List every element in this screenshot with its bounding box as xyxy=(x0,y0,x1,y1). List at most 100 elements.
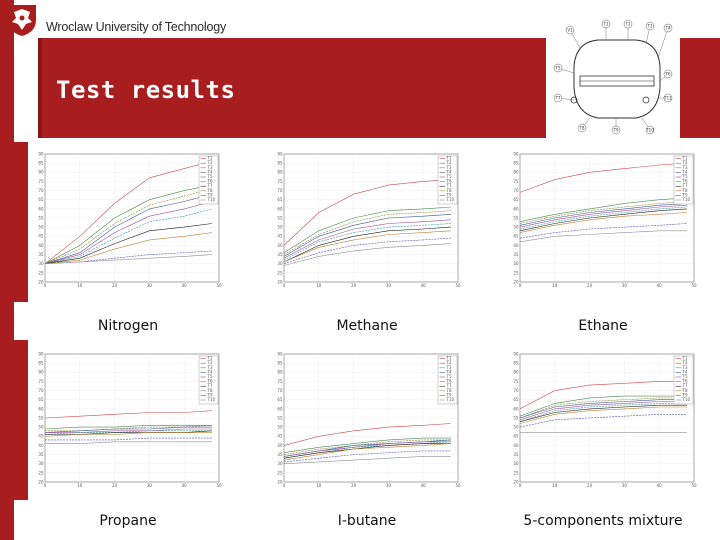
chart-svg: 20 25 30 35 40 45 50 55 60 65 70 75 80 85 90 0 10 20 30 40 5… xyxy=(277,351,461,488)
series-line-5 xyxy=(283,441,451,457)
chart-4: 20 25 30 35 40 45 50 55 60 65 70 75 80 85 90 0 10 20 30 40 5… xyxy=(33,348,223,496)
diagram-label: T8 xyxy=(579,125,585,130)
legend-label: T8 xyxy=(207,188,213,193)
y-tick-label: 50 xyxy=(277,225,283,230)
series-line-2 xyxy=(44,425,212,430)
legend-label: T3 xyxy=(207,165,213,170)
y-tick-label: 55 xyxy=(38,415,44,420)
legend-label: T1 xyxy=(682,356,688,361)
y-tick-label: 20 xyxy=(38,479,44,484)
y-tick-label: 20 xyxy=(277,479,283,484)
x-tick-label: 0 xyxy=(44,283,47,288)
x-tick-label: 0 xyxy=(519,483,522,488)
apparatus-diagram: V1 T1 T2 T3 T4 T5 T6 T7 T8 T9 T10 T11 xyxy=(546,18,680,140)
legend-label: T1 xyxy=(682,156,688,161)
chart-5: 20 25 30 35 40 45 50 55 60 65 70 75 80 85 90 0 10 20 30 40 5… xyxy=(272,348,462,496)
series-line-3 xyxy=(283,210,452,255)
chart-caption: Ethane xyxy=(578,318,628,334)
legend-label: T10 xyxy=(446,197,455,202)
chart-caption: 5-components mixture xyxy=(523,513,683,529)
series-line-1 xyxy=(519,162,688,193)
series-line-5 xyxy=(283,219,452,259)
y-tick-label: 60 xyxy=(277,206,283,211)
x-tick-label: 10 xyxy=(77,483,83,488)
x-tick-label: 30 xyxy=(147,283,153,288)
y-tick-label: 25 xyxy=(277,270,283,275)
series-line-3 xyxy=(44,188,213,264)
series-line-2 xyxy=(283,437,451,453)
series-line-8 xyxy=(519,406,687,424)
legend-label: T5 xyxy=(446,374,452,379)
legend-label: T6 xyxy=(446,379,452,384)
series-line-8 xyxy=(44,232,213,264)
series-line-9 xyxy=(283,450,451,463)
legend-label: T3 xyxy=(207,365,213,370)
series-line-10 xyxy=(283,243,452,266)
series-line-5 xyxy=(519,401,687,421)
diagram-label: T4 xyxy=(665,25,671,30)
series-line-4 xyxy=(44,193,213,264)
series-line-7 xyxy=(283,226,452,263)
y-tick-label: 90 xyxy=(277,351,283,356)
legend-label: T1 xyxy=(446,156,452,161)
series-line-10 xyxy=(45,441,212,444)
y-tick-label: 45 xyxy=(513,434,519,439)
y-tick-label: 85 xyxy=(513,161,519,166)
legend-label: T10 xyxy=(682,197,691,202)
y-tick-label: 80 xyxy=(38,170,44,175)
legend-label: T2 xyxy=(446,360,452,365)
chart-svg: 20 25 30 35 40 45 50 55 60 65 70 75 80 85 90 0 10 20 30 40 5… xyxy=(513,151,697,288)
y-tick-label: 25 xyxy=(38,470,44,475)
chart-caption: I-butane xyxy=(337,513,397,529)
legend-label: T3 xyxy=(682,365,688,370)
legend-label: T7 xyxy=(682,183,688,188)
y-tick-label: 85 xyxy=(38,161,44,166)
legend-label: T3 xyxy=(682,165,688,170)
y-tick-label: 75 xyxy=(38,379,44,384)
y-tick-label: 50 xyxy=(38,425,44,430)
y-tick-label: 70 xyxy=(277,188,283,193)
series-line-6 xyxy=(519,403,687,422)
legend-label: T9 xyxy=(682,192,688,197)
x-tick-label: 10 xyxy=(552,283,558,288)
series-line-1 xyxy=(519,381,687,410)
chart-6: 20 25 30 35 40 45 50 55 60 65 70 75 80 85 90 0 10 20 30 40 5… xyxy=(508,348,698,496)
diagram-label: T7 xyxy=(555,95,561,100)
y-tick-label: 55 xyxy=(38,215,44,220)
x-tick-label: 10 xyxy=(552,483,558,488)
y-tick-label: 65 xyxy=(513,197,519,202)
y-tick-label: 90 xyxy=(38,151,44,156)
x-tick-label: 20 xyxy=(351,483,357,488)
x-tick-label: 30 xyxy=(622,283,628,288)
legend-label: T2 xyxy=(207,360,213,365)
y-tick-label: 70 xyxy=(38,188,44,193)
y-tick-label: 60 xyxy=(513,206,519,211)
series-line-9 xyxy=(44,250,213,264)
legend-label: T10 xyxy=(207,197,216,202)
y-tick-label: 80 xyxy=(513,370,519,375)
y-tick-label: 30 xyxy=(513,261,519,266)
x-tick-label: 40 xyxy=(657,483,663,488)
series-line-3 xyxy=(283,439,451,455)
series-line-4 xyxy=(519,399,687,419)
legend-label: T9 xyxy=(682,392,688,397)
legend-label: T6 xyxy=(207,379,213,384)
legend-label: T9 xyxy=(446,392,452,397)
legend-label: T2 xyxy=(682,160,688,165)
series-line-10 xyxy=(519,230,687,243)
y-tick-label: 75 xyxy=(277,179,283,184)
legend-label: T8 xyxy=(682,188,688,193)
y-tick-label: 30 xyxy=(277,261,283,266)
legend-label: T9 xyxy=(446,192,452,197)
series-line-4 xyxy=(519,203,688,226)
diagram-label: V1 xyxy=(567,27,573,32)
legend-label: T1 xyxy=(207,356,213,361)
legend-label: T2 xyxy=(446,160,452,165)
x-tick-label: 10 xyxy=(316,483,322,488)
page-title: Test results xyxy=(56,76,236,104)
y-tick-label: 30 xyxy=(38,461,44,466)
x-tick-label: 40 xyxy=(182,483,188,488)
series-line-7 xyxy=(283,443,451,459)
y-tick-label: 70 xyxy=(513,188,519,193)
